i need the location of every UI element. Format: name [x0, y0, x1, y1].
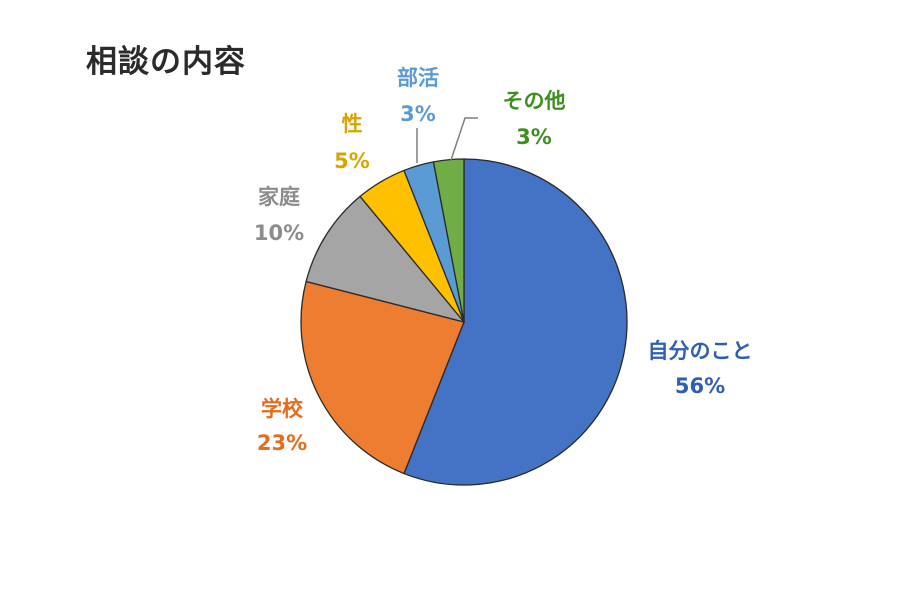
pie-slices	[300, 158, 628, 486]
pie-slice-family	[305, 195, 465, 323]
leader-lines	[416, 117, 478, 163]
slice-label-school: 学校	[261, 397, 304, 421]
leader-line-other	[450, 117, 478, 161]
slice-label-sex: 性	[342, 112, 363, 136]
slice-labels: 自分のこと 56% 学校 23% 家庭 10% 性 5% 部活 3% その他 3%	[254, 66, 753, 455]
chart-title: 相談の内容	[86, 44, 246, 80]
slice-value-other: 3%	[516, 125, 552, 149]
slice-value-sex: 5%	[334, 149, 370, 173]
slice-value-school: 23%	[257, 431, 307, 455]
slice-value-club: 3%	[400, 102, 436, 126]
pie-slice-other	[432, 158, 465, 323]
slice-label-other: その他	[503, 89, 566, 113]
slice-label-club: 部活	[397, 66, 439, 90]
pie-slice-self	[403, 158, 628, 486]
slice-value-self: 56%	[675, 374, 725, 398]
slice-value-family: 10%	[254, 221, 304, 245]
slice-label-family: 家庭	[258, 185, 300, 209]
pie-slice-school	[300, 280, 465, 475]
slice-label-self: 自分のこと	[648, 339, 753, 363]
